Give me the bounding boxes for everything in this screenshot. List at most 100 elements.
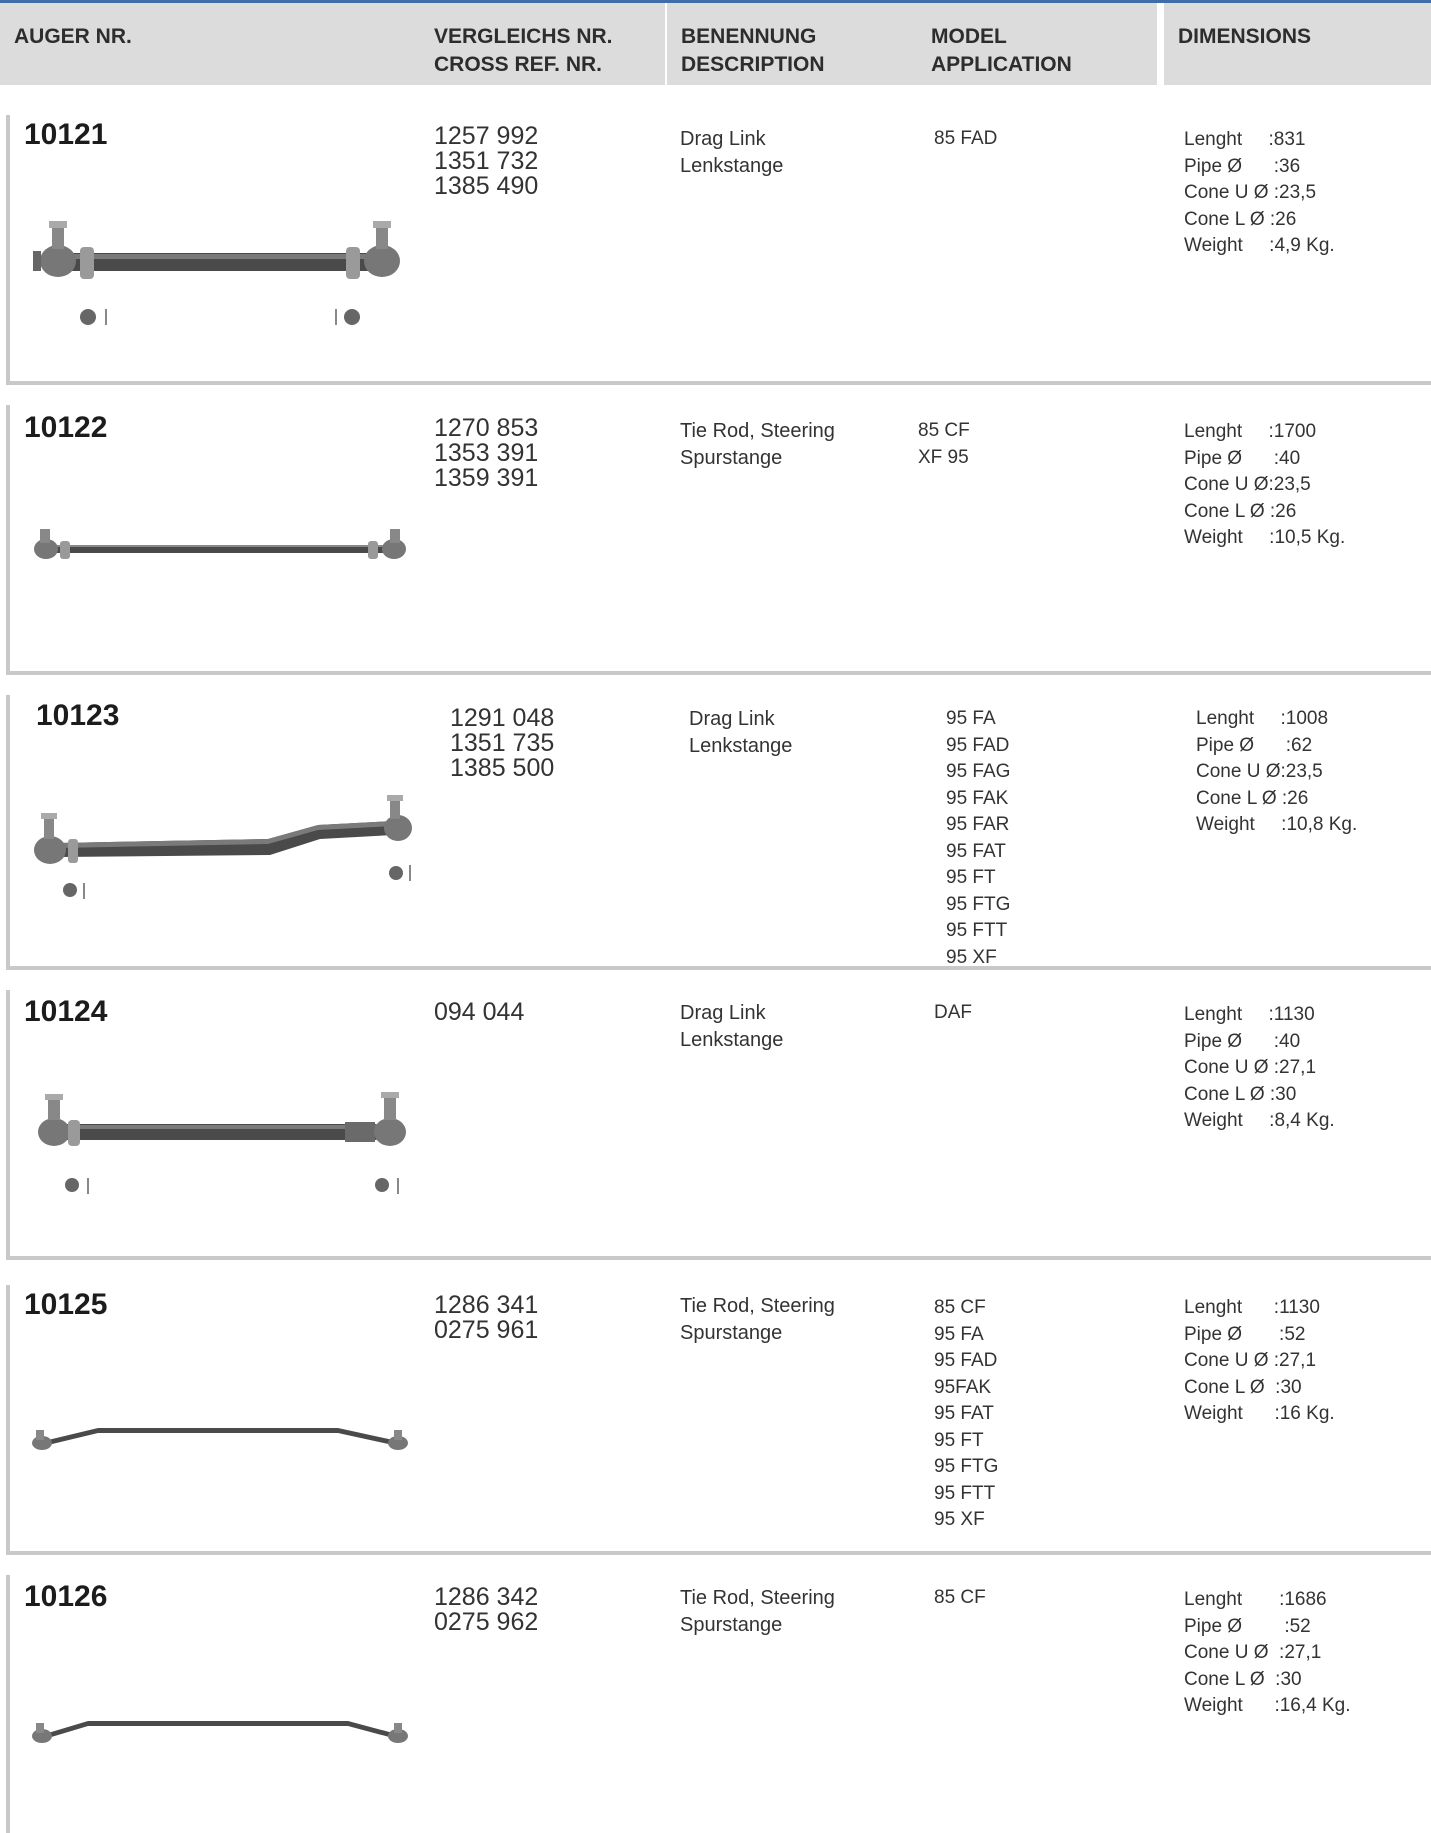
description-de: Lenkstange: [689, 735, 793, 757]
description: Drag Link Lenkstange: [689, 706, 792, 760]
row-bottom-border: [6, 966, 1431, 970]
header-cross-ref: VERGLEICHS NR. CROSS REF. NR.: [420, 3, 665, 85]
cross-ref: 0275 961: [434, 1316, 539, 1344]
row-bottom-border: [6, 671, 1431, 675]
dimensions: Lenght :1130 Pipe Ø :52 Cone U Ø :27,1 Cone…: [1184, 1295, 1335, 1428]
model-item: 95 FAD: [946, 734, 1010, 756]
header-description-line1: BENENNUNG: [681, 25, 817, 48]
table-row: 10123 1291 048 1351 735 1385 500 Drag Li…: [0, 695, 1431, 970]
description-en: Tie Rod, Steering: [680, 1295, 835, 1317]
description: Tie Rod, Steering Spurstange: [680, 1585, 835, 1639]
part-number: 10124: [24, 995, 108, 1028]
dimension-cone-upper: Cone U Ø :27,1: [1184, 1057, 1317, 1078]
header-cross-ref-line1: VERGLEICHS NR.: [434, 25, 613, 48]
model-item: 95 FAD: [934, 1350, 998, 1371]
header-model-line1: MODEL: [931, 25, 1007, 48]
row-left-border: [6, 990, 10, 1260]
dimension-length: Lenght :1130: [1184, 1004, 1315, 1025]
description-de: Spurstange: [680, 1322, 783, 1344]
dimension-cone-upper: Cone U Ø:23,5: [1184, 474, 1311, 495]
dimension-cone-lower: Cone L Ø :30: [1184, 1376, 1302, 1398]
dimension-cone-lower: Cone L Ø :26: [1184, 208, 1297, 230]
description-de: Spurstange: [680, 1614, 783, 1636]
row-left-border: [6, 1575, 10, 1833]
description-de: Spurstange: [680, 447, 783, 469]
table-row: 10124 094 044 Drag Link Lenkstange DAF L…: [0, 990, 1431, 1260]
cross-ref: 1257 992: [434, 122, 539, 150]
tie-rod-image: [32, 1721, 408, 1743]
description-en: Tie Rod, Steering: [680, 1587, 835, 1609]
cross-ref-list: 1257 992 1351 732 1385 490: [434, 124, 538, 199]
model-item: 95 FT: [934, 1429, 984, 1451]
drag-link-image: [33, 221, 400, 325]
model-item: 95 FTG: [946, 893, 1011, 915]
part-number: 10121: [24, 118, 108, 151]
row-bottom-border: [6, 1551, 1431, 1555]
table-row: 10125 1286 341 0275 961 Tie Rod, Steerin…: [0, 1285, 1431, 1555]
part-number: 10123: [36, 699, 120, 732]
description: Drag Link Lenkstange: [680, 126, 783, 180]
model-item: 85 FAD: [934, 128, 998, 149]
dimension-weight: Weight :16,4 Kg.: [1184, 1695, 1351, 1716]
dimension-weight: Weight :16 Kg.: [1184, 1403, 1335, 1424]
description-en: Tie Rod, Steering: [680, 420, 835, 442]
header-description-line2: DESCRIPTION: [681, 53, 825, 76]
row-left-border: [6, 1285, 10, 1555]
model-item: 95 FAK: [946, 787, 1009, 809]
cross-ref-list: 1291 048 1351 735 1385 500: [450, 706, 554, 781]
dimension-cone-lower: Cone L Ø :26: [1184, 500, 1297, 522]
table-row: 10121 1257 992 1351 732 1385 490 Drag Li…: [0, 115, 1431, 385]
dimension-cone-lower: Cone L Ø :26: [1196, 787, 1309, 809]
description-en: Drag Link: [680, 1002, 766, 1024]
cross-ref: 1291 048: [450, 704, 555, 732]
dimension-length: Lenght :1130: [1184, 1297, 1320, 1318]
drag-link-image: [38, 1092, 406, 1194]
dimensions: Lenght :1686 Pipe Ø :52 Cone U Ø :27,1 Cone…: [1184, 1587, 1351, 1720]
cross-ref: 1385 500: [450, 754, 555, 782]
dimension-pipe: Pipe Ø :62: [1196, 734, 1313, 756]
description-en: Drag Link: [680, 128, 766, 150]
model-item: 95 FA: [946, 708, 996, 729]
header-dimensions: DIMENSIONS: [1164, 3, 1431, 85]
model-item: 95FAK: [934, 1376, 992, 1398]
dimension-pipe: Pipe Ø :40: [1184, 1030, 1301, 1052]
dimension-cone-upper: Cone U Ø :23,5: [1184, 182, 1317, 203]
cross-ref: 1286 342: [434, 1583, 539, 1611]
row-bottom-border: [6, 381, 1431, 385]
description: Drag Link Lenkstange: [680, 1000, 783, 1054]
drag-link-image: [34, 795, 412, 899]
description: Tie Rod, Steering Spurstange: [680, 418, 835, 472]
cross-ref: 1270 853: [434, 414, 539, 442]
dimension-pipe: Pipe Ø :36: [1184, 155, 1301, 177]
cross-ref-list: 1286 342 0275 962: [434, 1585, 538, 1635]
cross-ref-list: 1286 341 0275 961: [434, 1293, 538, 1343]
model-item: 95 FAR: [946, 814, 1010, 835]
dimension-weight: Weight :8,4 Kg.: [1184, 1110, 1335, 1131]
description: Tie Rod, Steering Spurstange: [680, 1293, 835, 1347]
dimension-cone-upper: Cone U Ø :27,1: [1184, 1350, 1317, 1371]
description-de: Lenkstange: [680, 155, 784, 177]
dimensions: Lenght :1130 Pipe Ø :40 Cone U Ø :27,1 Cone…: [1184, 1002, 1335, 1135]
cross-ref: 0275 962: [434, 1608, 539, 1636]
header-description: BENENNUNG DESCRIPTION: [667, 3, 917, 85]
dimension-pipe: Pipe Ø :40: [1184, 447, 1301, 469]
part-number: 10122: [24, 411, 108, 444]
row-left-border: [6, 115, 10, 385]
tie-rod-image: [34, 529, 406, 559]
header-auger-nr: AUGER NR.: [0, 3, 425, 85]
dimension-weight: Weight :10,8 Kg.: [1196, 814, 1358, 835]
model-item: 95 FAT: [934, 1403, 994, 1424]
dimension-weight: Weight :4,9 Kg.: [1184, 235, 1335, 256]
cross-ref: 1385 490: [434, 172, 539, 200]
model-item: 85 CF: [934, 1587, 986, 1608]
header-cross-ref-line2: CROSS REF. NR.: [434, 53, 603, 76]
model-list: 95 FA 95 FAD 95 FAG 95 FAK 95 FAR 95 FAT…: [946, 706, 1010, 971]
model-list: 85 CF 95 FA 95 FAD 95FAK 95 FAT 95 FT 95…: [934, 1295, 998, 1534]
dimension-cone-upper: Cone U Ø :27,1: [1184, 1642, 1322, 1663]
header-auger-nr-label: AUGER NR.: [14, 25, 132, 48]
model-item: XF 95: [918, 446, 969, 468]
dimension-length: Lenght :1700: [1184, 421, 1317, 442]
part-number: 10126: [24, 1580, 108, 1613]
cross-ref: 1351 735: [450, 729, 555, 757]
model-list: DAF: [934, 1000, 972, 1027]
